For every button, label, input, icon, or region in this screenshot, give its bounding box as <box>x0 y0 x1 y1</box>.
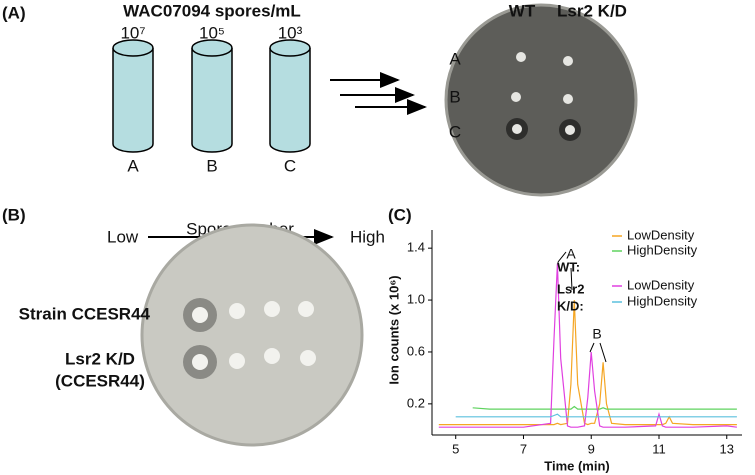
tube <box>269 48 311 153</box>
plate-b <box>140 223 364 447</box>
tube-top <box>269 39 311 57</box>
panel-label: (C) <box>388 205 412 224</box>
y-axis-label: Ion counts (x 10⁶) <box>386 275 401 384</box>
concentration: 10⁵ <box>199 23 225 42</box>
panel-label: (B) <box>2 205 26 224</box>
x-tick-label: 5 <box>452 441 459 456</box>
series-line <box>438 263 737 428</box>
x-axis-label: Time (min) <box>544 458 610 473</box>
legend-group: WT: <box>557 259 580 274</box>
tube <box>191 48 233 153</box>
arrows <box>330 72 427 115</box>
legend-group: Lsr2 <box>557 281 584 296</box>
annotation-line <box>557 251 573 291</box>
annotation: B <box>592 326 601 342</box>
tube-top <box>112 39 154 57</box>
legend-group: K/D: <box>557 298 584 313</box>
concentration: 10³ <box>278 23 303 42</box>
tube-name: A <box>127 156 139 175</box>
annotation: A <box>566 246 576 262</box>
panel-title: WAC07094 spores/mL <box>123 1 301 20</box>
tube-top <box>191 39 233 57</box>
x-tick-label: 11 <box>652 441 666 456</box>
annotation-line <box>589 342 607 363</box>
legend-label: LowDensity <box>627 277 695 292</box>
legend-label: LowDensity <box>627 227 695 242</box>
tube <box>112 48 154 153</box>
row-label: Lsr2 K/D <box>65 349 135 368</box>
tube-name: B <box>206 156 217 175</box>
y-tick-label: 1.0 <box>407 292 425 307</box>
x-tick-label: 9 <box>588 441 595 456</box>
y-tick-label: 0.2 <box>407 395 425 410</box>
series-line <box>472 405 737 410</box>
series-line <box>455 413 737 418</box>
series-line <box>438 300 737 426</box>
high-label: High <box>350 227 385 246</box>
panel-label: (A) <box>2 3 26 22</box>
row-label: Strain CCESR44 <box>19 304 151 323</box>
x-tick-label: 13 <box>720 441 734 456</box>
plate-column: Lsr2 K/D <box>557 1 627 20</box>
row-label: (CCESR44) <box>55 371 145 390</box>
plate-row: A <box>449 49 461 68</box>
y-tick-label: 1.4 <box>407 240 425 255</box>
tube-name: C <box>284 156 296 175</box>
legend-label: HighDensity <box>627 242 698 257</box>
concentration: 10⁷ <box>120 23 145 42</box>
low-label: Low <box>107 227 139 246</box>
x-tick-label: 7 <box>520 441 527 456</box>
plate-row: C <box>449 122 461 141</box>
plate-row: B <box>449 87 460 106</box>
y-tick-label: 0.6 <box>407 343 425 358</box>
legend-label: HighDensity <box>627 293 698 308</box>
plate-column: WT <box>509 1 536 20</box>
plate-a <box>444 3 638 197</box>
